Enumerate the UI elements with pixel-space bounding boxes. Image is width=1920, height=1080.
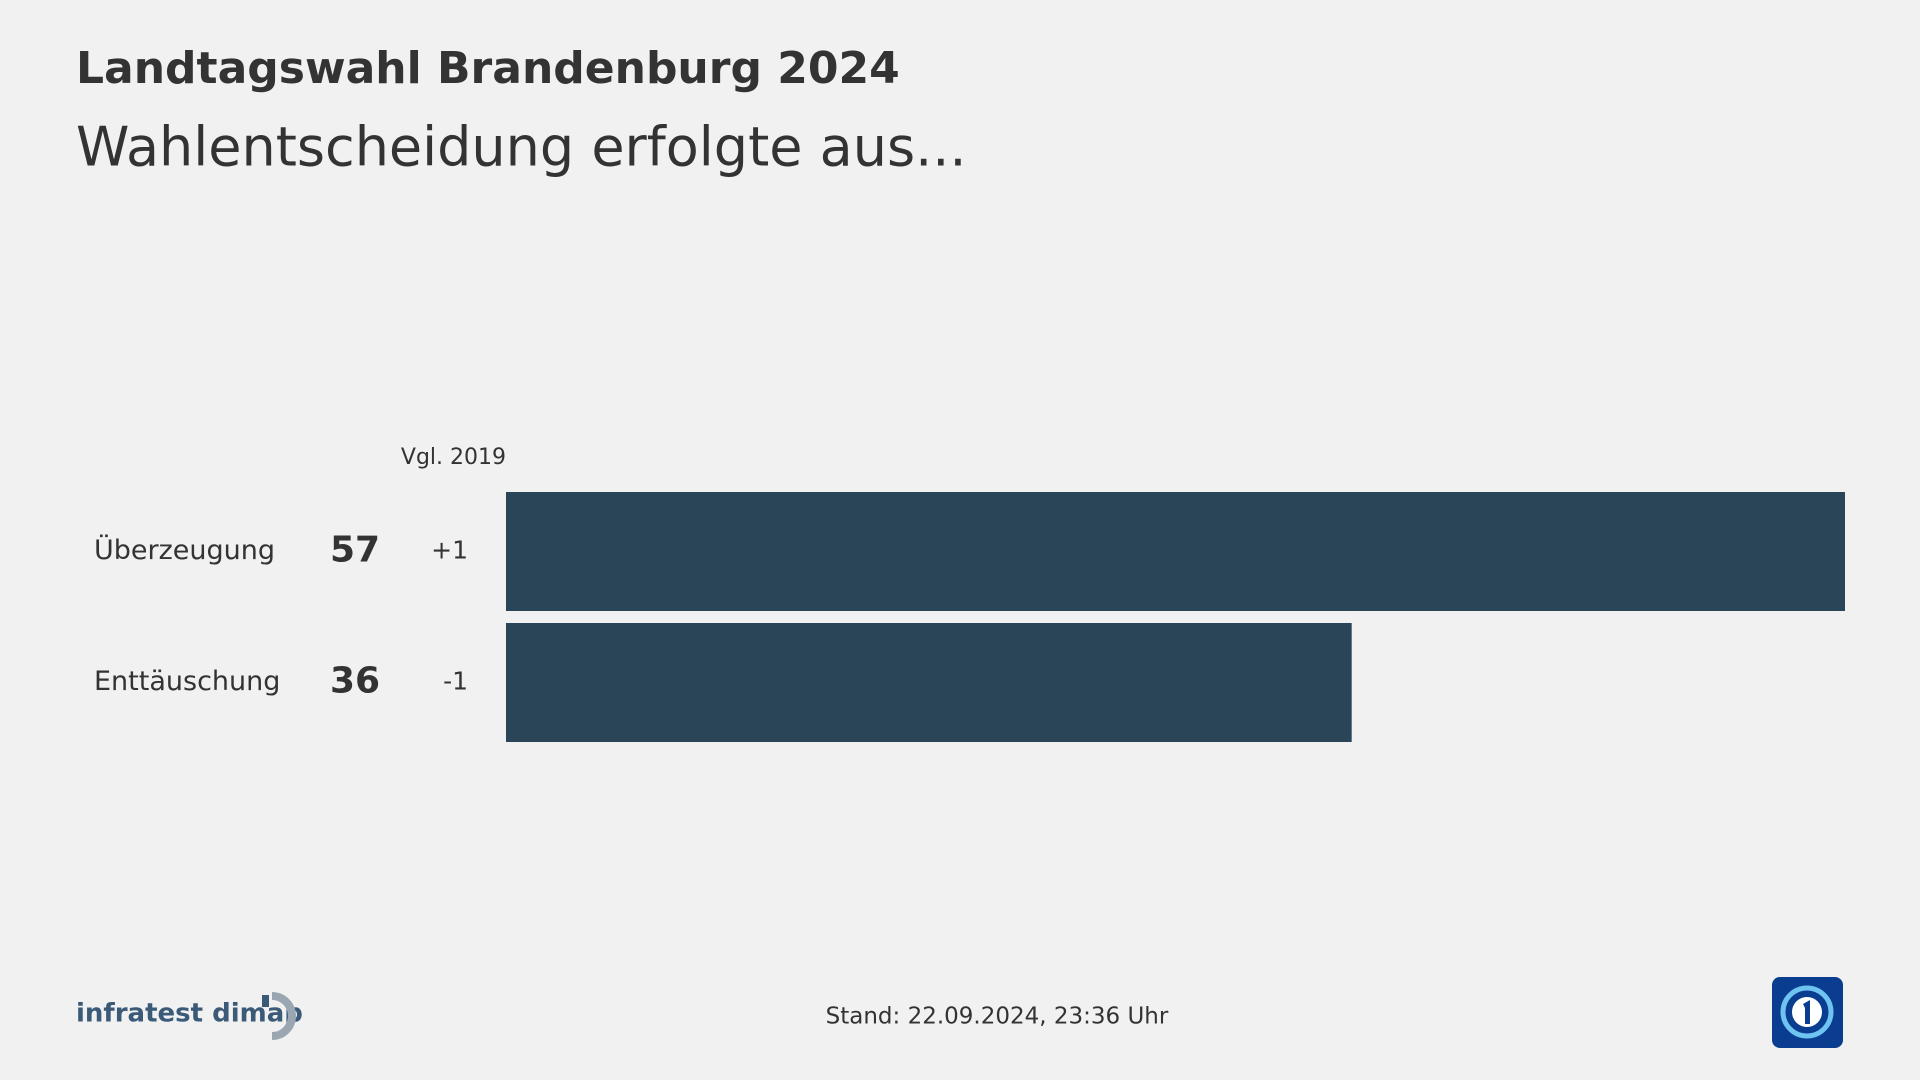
value-label: 57 xyxy=(330,530,380,571)
category-label: Überzeugung xyxy=(94,534,275,566)
chart-title: Landtagswahl Brandenburg 2024 xyxy=(76,43,900,94)
category-label: Enttäuschung xyxy=(94,666,280,697)
bar xyxy=(506,623,1352,742)
bar xyxy=(506,492,1845,611)
stand: Stand: 22.09.2024, 23:36 Uhr xyxy=(826,1004,1169,1030)
chart-subtitle: Wahlentscheidung erfolgte aus... xyxy=(76,116,967,179)
change-label: -1 xyxy=(443,667,468,696)
broadcaster-logo xyxy=(1772,977,1843,1048)
change-header: Vgl. 2019 xyxy=(401,445,506,470)
change-label: +1 xyxy=(431,536,468,565)
value-label: 36 xyxy=(330,661,380,702)
source-logo-mark xyxy=(262,992,296,1040)
